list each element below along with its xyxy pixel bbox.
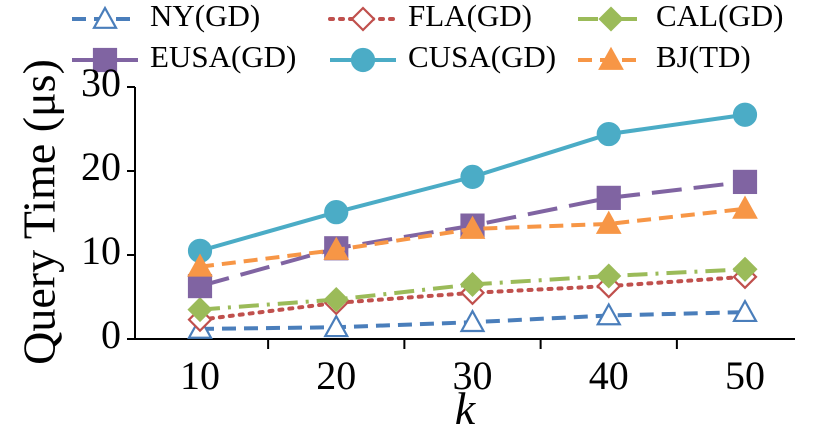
legend-marker bbox=[598, 46, 624, 70]
data-point bbox=[595, 210, 622, 234]
legend-label: CUSA(GD) bbox=[408, 39, 556, 74]
legend-label: BJ(TD) bbox=[656, 39, 751, 74]
data-point bbox=[187, 273, 213, 299]
y-tick-label: 0 bbox=[101, 312, 121, 357]
legend-item: BJ(TD) bbox=[578, 39, 751, 74]
data-point bbox=[459, 271, 486, 297]
x-tick-label: 50 bbox=[725, 353, 765, 398]
data-point bbox=[187, 297, 213, 323]
series-cusa-gd bbox=[187, 102, 758, 263]
data-point bbox=[459, 215, 486, 239]
data-point bbox=[324, 200, 349, 225]
y-tick-label: 20 bbox=[81, 144, 121, 189]
legend-marker bbox=[92, 47, 118, 73]
legend-item: CUSA(GD) bbox=[330, 39, 556, 74]
legend-label: NY(GD) bbox=[150, 0, 260, 33]
data-point bbox=[732, 169, 758, 195]
x-axis-label: k bbox=[455, 383, 477, 430]
data-point bbox=[596, 263, 622, 289]
data-point bbox=[323, 236, 350, 260]
axes bbox=[134, 87, 795, 340]
y-tick-label: 10 bbox=[81, 228, 121, 273]
data-point bbox=[459, 308, 486, 333]
data-point bbox=[187, 253, 213, 277]
legend: NY(GD) FLA(GD) CAL(GD) EUSA(GD) CUSA(GD) BJ(T… bbox=[72, 0, 783, 74]
data-point bbox=[732, 102, 758, 127]
x-tick-label: 20 bbox=[316, 353, 356, 398]
data-point bbox=[595, 302, 622, 326]
x-tick-label: 10 bbox=[180, 353, 220, 398]
data-point bbox=[732, 256, 758, 282]
legend-label: CAL(GD) bbox=[656, 0, 783, 33]
x-tick-label: 40 bbox=[589, 353, 629, 398]
data-point bbox=[596, 185, 621, 210]
legend-item: CAL(GD) bbox=[578, 0, 783, 33]
x-ticks: 10 20 30 40 50 bbox=[180, 339, 765, 398]
series-ny-gd bbox=[187, 298, 758, 339]
legend-label: FLA(GD) bbox=[408, 0, 532, 33]
data-point bbox=[323, 313, 350, 338]
data-point bbox=[732, 298, 758, 323]
y-axis-label: Query Time (μs) bbox=[14, 59, 65, 365]
data-point bbox=[732, 195, 758, 219]
legend-marker bbox=[92, 5, 118, 29]
data-point bbox=[460, 164, 485, 189]
legend-label: EUSA(GD) bbox=[150, 39, 296, 74]
legend-marker bbox=[350, 47, 376, 73]
data-point bbox=[323, 286, 349, 313]
series-cal-gd bbox=[187, 256, 758, 323]
data-point bbox=[596, 121, 621, 147]
legend-item: NY(GD) bbox=[72, 0, 260, 33]
legend-marker bbox=[350, 6, 376, 32]
x-tick-label: 30 bbox=[453, 353, 493, 398]
legend-item: EUSA(GD) bbox=[72, 39, 296, 74]
series-bj-td bbox=[187, 195, 758, 277]
series-group bbox=[187, 102, 758, 339]
y-tick-label: 30 bbox=[81, 60, 121, 105]
legend-item: FLA(GD) bbox=[328, 0, 532, 33]
legend-marker bbox=[598, 6, 624, 32]
y-ticks: 0 10 20 30 bbox=[81, 60, 135, 357]
